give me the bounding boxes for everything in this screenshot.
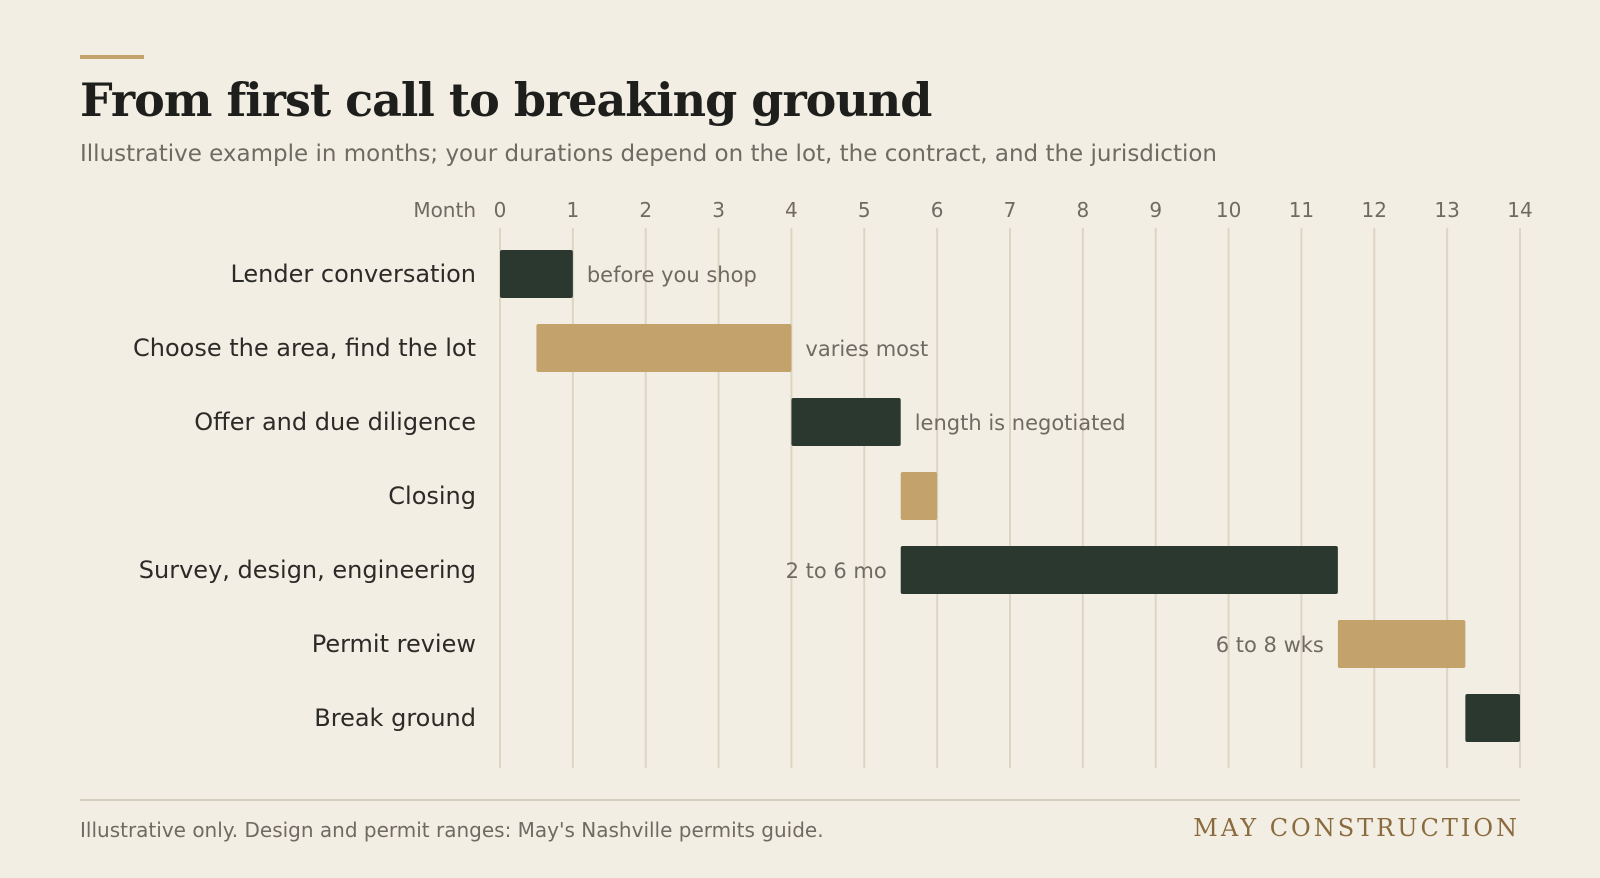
x-tick-label: 5	[858, 198, 871, 222]
x-tick-label: 1	[566, 198, 579, 222]
task-label: Permit review	[312, 630, 476, 658]
x-tick-label: 11	[1289, 198, 1314, 222]
task-label: Offer and due diligence	[194, 408, 476, 436]
x-tick-label: 6	[931, 198, 944, 222]
task-label: Survey, design, engineering	[139, 556, 476, 584]
chart-subtitle: Illustrative example in months; your dur…	[80, 141, 1217, 167]
task-note: length is negotiated	[915, 411, 1126, 435]
task-label: Choose the area, find the lot	[133, 334, 476, 362]
task-bar	[1465, 694, 1520, 742]
task-bar	[1337, 620, 1466, 668]
x-tick-label: 12	[1362, 198, 1387, 222]
x-tick-label: 7	[1004, 198, 1017, 222]
task-bars	[500, 250, 1520, 742]
task-bar	[900, 472, 938, 520]
x-tick-label: 13	[1434, 198, 1459, 222]
task-bar	[536, 324, 792, 372]
gridlines	[499, 228, 1521, 768]
x-tick-label: 14	[1507, 198, 1532, 222]
task-bar	[900, 546, 1338, 594]
task-note: 2 to 6 mo	[786, 559, 887, 583]
task-note: 6 to 8 wks	[1216, 633, 1324, 657]
task-note: before you shop	[587, 263, 757, 287]
task-bar	[791, 398, 901, 446]
task-note: varies most	[805, 337, 928, 361]
chart-title: From first call to breaking ground	[80, 73, 932, 127]
task-labels: Lender conversation Choose the area, find…	[133, 260, 476, 732]
x-tick-label: 2	[639, 198, 652, 222]
title-accent-rule	[80, 55, 144, 59]
x-axis-ticks: Month 0 1 2 3 4 5 6 7 8 9 10 11 12 13 14	[413, 198, 1532, 222]
x-tick-label: 9	[1149, 198, 1162, 222]
x-tick-label: 4	[785, 198, 798, 222]
task-notes: before you shop varies most length is nego…	[587, 263, 1324, 657]
task-label: Closing	[388, 482, 476, 510]
x-tick-label: 0	[494, 198, 507, 222]
task-bar	[500, 250, 573, 298]
x-axis-title: Month	[413, 198, 476, 222]
footnote: Illustrative only. Design and permit ran…	[80, 818, 824, 842]
x-tick-label: 8	[1076, 198, 1089, 222]
task-label: Lender conversation	[230, 260, 476, 288]
x-tick-label: 10	[1216, 198, 1241, 222]
task-label: Break ground	[314, 704, 476, 732]
x-tick-label: 3	[712, 198, 725, 222]
brand-wordmark: MAY CONSTRUCTION	[1193, 814, 1520, 842]
footer-divider	[80, 799, 1520, 801]
